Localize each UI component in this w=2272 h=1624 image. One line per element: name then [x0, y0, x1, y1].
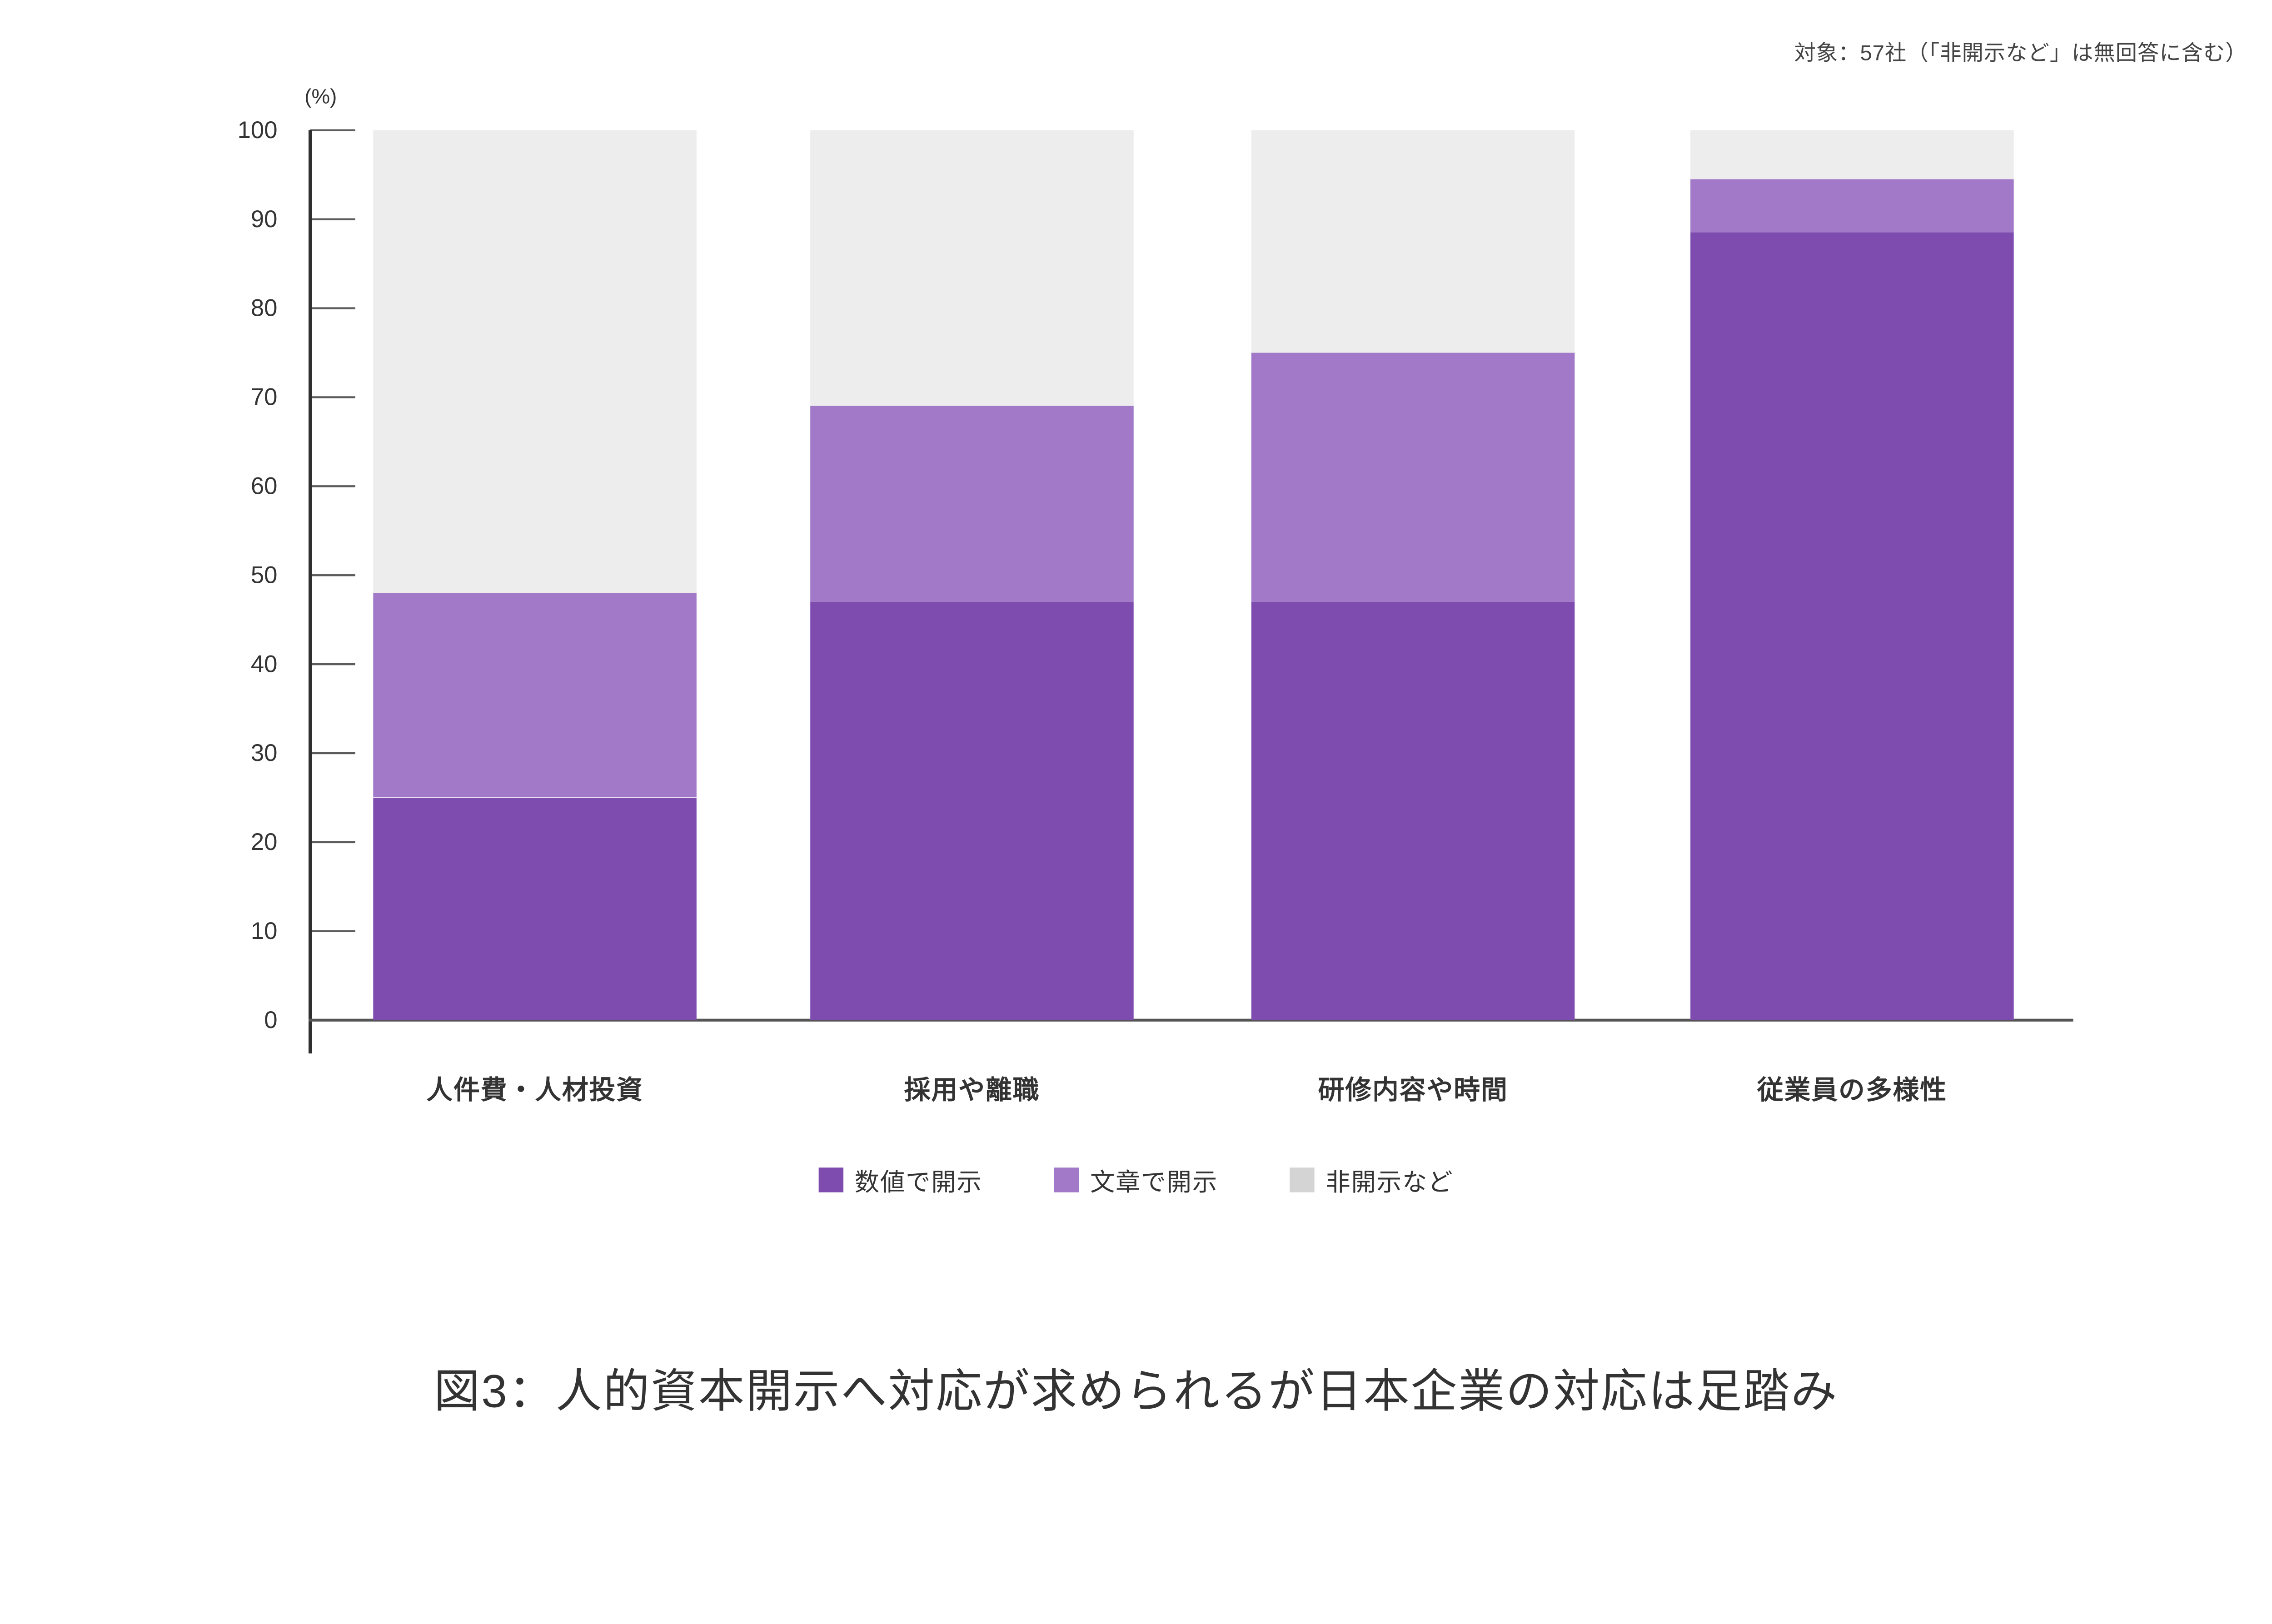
y-tick-line — [310, 129, 355, 132]
legend-swatch-text — [1054, 1167, 1079, 1192]
y-axis-unit-label: (%) — [304, 85, 337, 109]
legend-item-numeric: 数値で開示 — [818, 1162, 982, 1198]
y-tick-label: 40 — [250, 650, 278, 677]
y-tick-line — [310, 307, 355, 309]
bar-segment-numeric — [1251, 601, 1575, 1020]
bar-segment-numeric — [810, 601, 1134, 1020]
y-tick-label: 30 — [250, 739, 278, 766]
legend-label-nondisclosure: 非開示など — [1325, 1168, 1454, 1197]
bar-segment-text — [373, 592, 697, 798]
bar-segment-numeric — [373, 797, 697, 1020]
y-tick-line — [310, 485, 355, 487]
bar-segment-nondisclosure — [810, 130, 1134, 406]
category-label: 研修内容や時間 — [1318, 1075, 1508, 1105]
legend-swatch-numeric — [818, 1167, 844, 1192]
y-tick-label: 50 — [250, 561, 278, 588]
y-tick-label: 80 — [250, 294, 278, 322]
y-tick-label: 10 — [250, 917, 278, 944]
figure-title: 図3：人的資本開示へ対応が求められるが日本企業の対応は足踏み — [433, 1365, 1839, 1417]
legend-item-nondisclosure: 非開示など — [1290, 1162, 1453, 1198]
legend-item-text: 文章で開示 — [1054, 1162, 1218, 1198]
legend-label-numeric: 数値で開示 — [854, 1168, 982, 1197]
category-label: 従業員の多様性 — [1757, 1075, 1947, 1105]
x-axis-line — [309, 1018, 2073, 1022]
y-tick-line — [310, 841, 355, 844]
category-label: 採用や離職 — [904, 1075, 1040, 1105]
bar-segment-numeric — [1690, 232, 2014, 1020]
legend-label-text: 文章で開示 — [1090, 1168, 1218, 1197]
legend-swatch-nondisclosure — [1290, 1167, 1315, 1192]
y-tick-line — [310, 574, 355, 576]
legend: 数値で開示 文章で開示 非開示など — [0, 1162, 2272, 1198]
y-tick-line — [310, 396, 355, 398]
y-tick-label: 20 — [250, 828, 278, 855]
figure-canvas: 対象：57社（「非開示など」は無回答に含む） (%) 0 10 20 30 40 50 60… — [0, 41, 2272, 1417]
y-tick-label: 0 — [264, 1006, 278, 1033]
y-tick-line — [310, 752, 355, 755]
y-tick-label: 60 — [250, 472, 278, 499]
bar-segment-nondisclosure — [1690, 130, 2014, 179]
y-tick-line — [310, 930, 355, 933]
bar-segment-text — [1251, 353, 1575, 602]
bar-segment-nondisclosure — [373, 130, 697, 593]
bar-segment-nondisclosure — [1251, 130, 1575, 353]
bar-segment-text — [810, 406, 1134, 602]
y-tick-label: 90 — [250, 205, 278, 233]
y-tick-label: 100 — [237, 116, 278, 144]
y-tick-line — [310, 218, 355, 220]
category-label: 人件費・人材投資 — [426, 1075, 644, 1105]
y-tick-label: 70 — [250, 383, 278, 411]
bar-segment-text — [1690, 179, 2014, 233]
y-axis-line — [309, 130, 312, 1054]
y-tick-line — [310, 663, 355, 665]
sample-size-note: 対象：57社（「非開示など」は無回答に含む） — [1794, 41, 2247, 65]
